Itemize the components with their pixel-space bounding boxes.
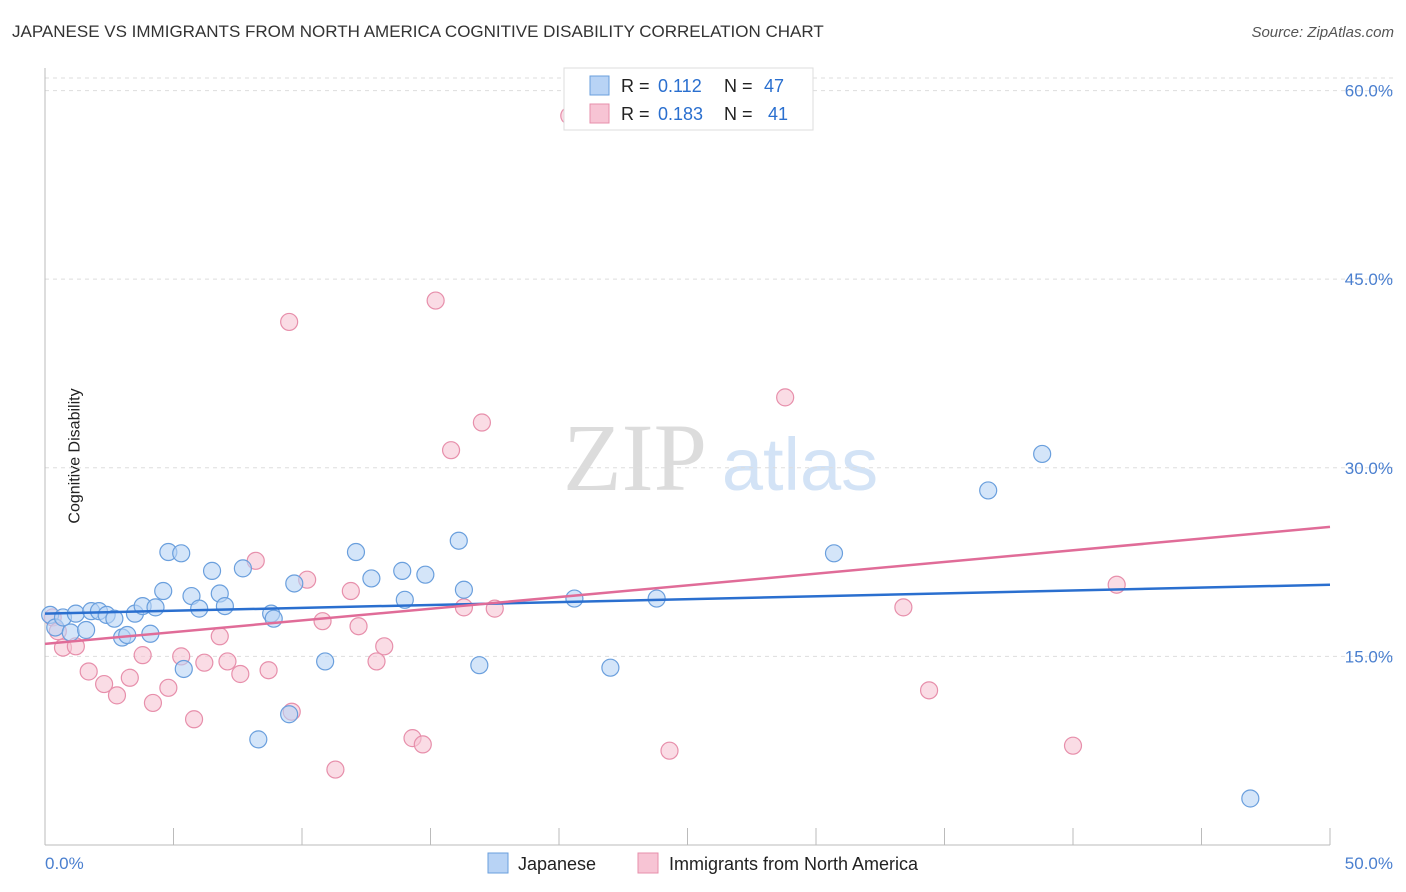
y-tick-label: 30.0% [1345,459,1393,478]
legend-label-immigrants: Immigrants from North America [669,854,919,874]
point-japanese [172,544,191,563]
source-credit: Source: ZipAtlas.com [1251,24,1394,41]
stats-n-label-japanese: N = [724,76,753,96]
point-immigrants [1063,736,1083,755]
point-japanese [249,730,268,749]
point-japanese [280,705,299,724]
point-japanese [154,581,173,601]
point-japanese [1033,444,1052,464]
point-immigrants [259,661,278,680]
point-japanese [416,565,435,584]
point-japanese [601,658,620,677]
stats-swatch-japanese [589,75,610,96]
point-japanese [979,481,998,500]
stats-n-label-immigrants: N = [724,104,753,124]
x-ticks [44,828,1331,845]
point-japanese [105,609,124,628]
point-immigrants [349,617,368,636]
y-tick-label: 60.0% [1345,82,1393,101]
point-japanese [393,561,412,580]
y-tick-labels: 15.0% 30.0% 45.0% 60.0% [1345,82,1393,667]
trend-line-japanese [44,583,1331,615]
stats-swatch-immigrants [589,103,610,124]
chart-title: JAPANESE VS IMMIGRANTS FROM NORTH AMERIC… [12,22,824,41]
point-immigrants [79,662,98,681]
stats-r-label-japanese: R = [621,76,650,96]
point-japanese [565,589,584,608]
point-immigrants [195,653,214,672]
legend-swatch-immigrants [637,852,659,874]
point-immigrants [231,664,250,684]
watermark-atlas: atlas [722,423,878,506]
point-japanese [316,652,335,671]
legend-label-japanese: Japanese [518,854,596,874]
point-japanese [362,569,381,588]
point-japanese [395,590,414,609]
point-immigrants [210,627,229,646]
series-legend: Japanese Immigrants from North America [487,852,919,874]
stats-r-value-immigrants: 0.183 [658,104,703,124]
point-immigrants [95,674,114,694]
point-immigrants [426,291,445,310]
stats-legend: R = 0.112 N = 47 R = 0.183 N = 41 [563,67,814,131]
point-japanese [346,542,366,562]
point-japanese [454,580,474,599]
point-immigrants [184,710,204,729]
point-immigrants [159,678,178,697]
point-immigrants [143,693,163,713]
point-japanese [285,574,304,593]
x-tick-label-max: 50.0% [1345,854,1393,873]
point-immigrants [660,741,679,760]
point-japanese [190,599,209,618]
point-japanese [77,620,96,640]
point-immigrants [472,413,491,432]
point-immigrants [367,652,386,671]
point-japanese [215,596,234,616]
point-japanese [1241,789,1260,808]
trend-line-immigrants [44,525,1331,646]
stats-n-value-japanese: 47 [764,76,784,96]
point-immigrants [326,760,345,779]
point-japanese [61,623,80,642]
point-immigrants [413,735,432,754]
point-immigrants [375,637,394,656]
point-immigrants [441,441,461,460]
stats-r-value-japanese: 0.112 [658,76,702,96]
point-immigrants [107,686,127,705]
y-tick-label: 15.0% [1345,647,1393,666]
point-immigrants [313,612,332,631]
point-japanese [449,531,468,550]
point-japanese [470,656,489,675]
point-immigrants [776,388,795,407]
stats-n-value-immigrants: 41 [768,104,788,124]
legend-swatch-japanese [487,852,509,874]
point-immigrants [133,646,152,665]
point-immigrants [341,581,360,601]
point-japanese [233,559,252,578]
point-immigrants [218,652,237,671]
y-tick-label: 45.0% [1345,270,1393,289]
point-immigrants [120,668,139,687]
point-japanese [146,598,165,617]
point-japanese [202,561,222,580]
x-tick-label-min: 0.0% [45,854,84,873]
watermark-zip: ZIP [563,404,707,511]
point-japanese [174,659,193,679]
trend-lines [44,525,1331,646]
point-immigrants [280,312,299,332]
stats-r-label-immigrants: R = [621,104,650,124]
point-immigrants [919,681,939,700]
point-japanese [824,544,844,563]
point-immigrants [894,598,913,617]
